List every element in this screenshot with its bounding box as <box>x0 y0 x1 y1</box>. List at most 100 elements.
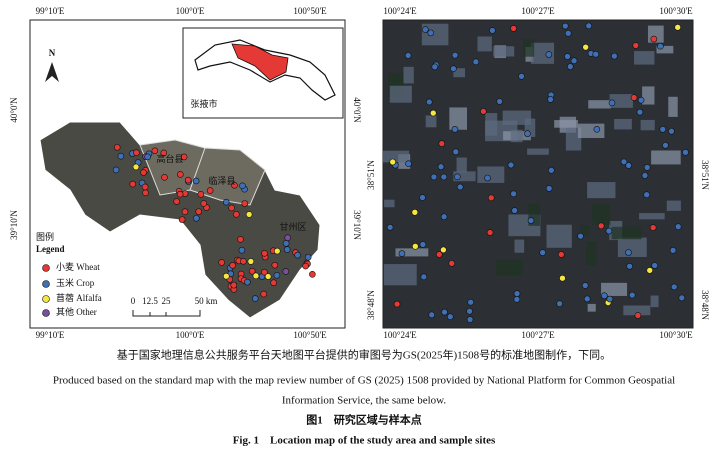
patch <box>384 199 395 208</box>
site-dot <box>636 108 644 116</box>
bottom-tick-label: 100°50'E <box>293 330 327 340</box>
left-tick-label: 38°48'N <box>366 290 376 320</box>
site-dot <box>251 295 259 302</box>
site-dot <box>650 35 658 43</box>
site-dot <box>304 253 312 261</box>
bottom-tick-label: 99°10'E <box>36 330 65 340</box>
patch <box>523 39 535 57</box>
site-dot <box>643 164 651 171</box>
scale-label: 12.5 <box>142 296 158 306</box>
patch <box>389 85 412 103</box>
site-dot <box>200 200 208 207</box>
site-dot <box>239 182 246 190</box>
site-dot <box>141 183 149 191</box>
county-label: 高台县 <box>156 153 183 164</box>
site-dot <box>273 271 281 279</box>
site-dot <box>608 99 616 107</box>
site-dot <box>437 163 445 171</box>
patch <box>640 119 655 131</box>
site-dot <box>440 246 447 254</box>
patch <box>656 45 674 54</box>
site-dot <box>466 307 473 315</box>
site-dot <box>670 283 678 291</box>
site-dot <box>657 42 664 50</box>
site-dot <box>431 63 439 71</box>
patch <box>611 226 642 240</box>
site-dot <box>161 174 168 181</box>
site-dot <box>271 261 279 269</box>
site-dot <box>117 152 125 160</box>
scale-label: 50 km <box>195 296 218 306</box>
site-dot <box>438 140 446 147</box>
patch <box>609 94 633 108</box>
site-dot <box>564 53 571 60</box>
site-dot <box>427 29 435 37</box>
patch <box>565 127 582 151</box>
site-dot <box>264 273 272 280</box>
top-tick-label: 100°0'E <box>176 6 205 16</box>
site-dot <box>682 148 689 156</box>
patch <box>587 303 596 312</box>
site-dot <box>132 163 140 171</box>
patch <box>477 166 505 183</box>
top-tick-label: 100°24'E <box>383 6 417 16</box>
top-tick-label: 100°27'E <box>521 6 555 16</box>
left-tick-label: 38°51'N <box>366 160 376 190</box>
site-dot <box>283 246 291 253</box>
site-dot <box>393 300 401 308</box>
site-dot <box>625 162 632 169</box>
patch <box>546 224 572 248</box>
site-dot <box>404 52 412 59</box>
patch <box>527 148 549 155</box>
site-dot <box>559 274 566 282</box>
legend-title-en: Legend <box>36 244 65 254</box>
site-dot <box>567 63 574 70</box>
sample-sites <box>386 22 689 323</box>
site-dot <box>659 125 667 133</box>
patch <box>668 96 678 117</box>
site-dot <box>420 273 428 281</box>
site-dot <box>398 250 406 257</box>
site-dot <box>649 224 657 231</box>
scale-label: 25 <box>162 296 172 306</box>
site-dot <box>193 214 200 222</box>
site-dot <box>487 194 495 202</box>
site-dot <box>570 57 578 65</box>
site-dot <box>484 174 491 182</box>
site-dot <box>581 282 589 289</box>
site-dot <box>261 268 268 276</box>
site-dot <box>144 153 151 161</box>
site-dot <box>181 208 189 216</box>
site-dot <box>611 52 618 60</box>
site-dot <box>545 51 553 58</box>
site-dot <box>507 161 515 169</box>
right-tick-label: 38°48'N <box>700 290 710 320</box>
legend-label: 苜蓿 Alfalfa <box>56 292 102 303</box>
patch <box>453 171 476 182</box>
scale-label: 0 <box>131 296 136 306</box>
patch <box>425 115 437 128</box>
site-dot <box>142 189 149 197</box>
site-dot <box>206 187 214 194</box>
patch <box>496 259 523 276</box>
bottom-tick-label: 100°24'E <box>383 330 417 340</box>
site-dot <box>448 260 455 267</box>
site-dot <box>435 251 443 258</box>
site-dot <box>173 198 180 205</box>
patch <box>651 150 681 165</box>
site-dot <box>637 96 645 104</box>
site-dot <box>294 251 301 259</box>
patch <box>395 248 429 257</box>
patch <box>642 86 655 105</box>
site-dot <box>620 158 628 166</box>
site-dot <box>674 24 682 31</box>
site-dot <box>451 126 459 133</box>
patch <box>510 129 523 143</box>
patch <box>531 42 555 64</box>
patch <box>456 157 467 173</box>
site-dot <box>486 229 494 236</box>
site-dot <box>472 58 480 66</box>
site-dot <box>151 147 159 155</box>
site-dot <box>241 200 249 207</box>
